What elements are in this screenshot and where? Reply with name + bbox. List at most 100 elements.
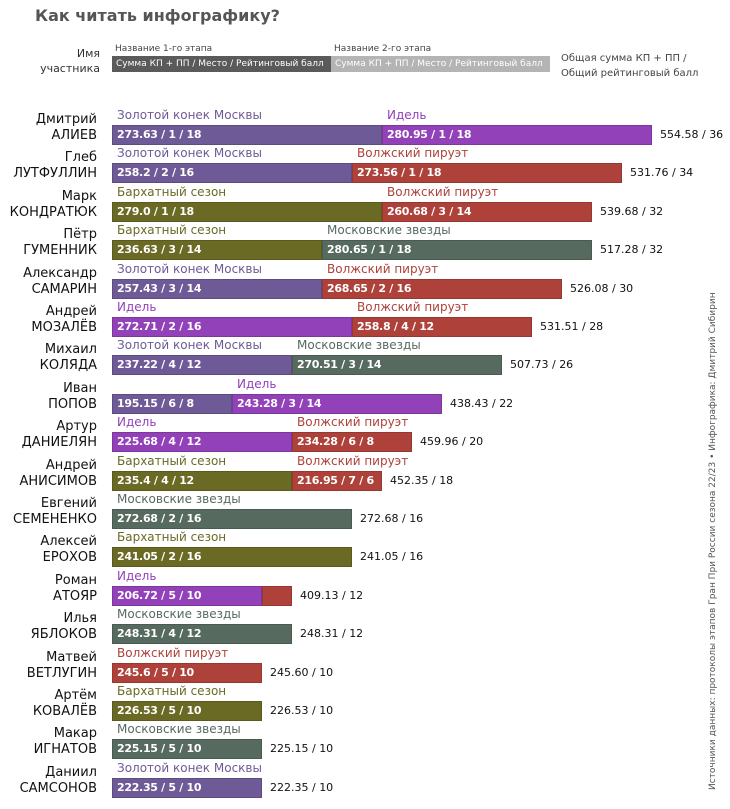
legend-stage2-caption: Название 2-го этапа bbox=[334, 44, 432, 54]
bar-segment bbox=[112, 355, 292, 376]
total-value: 248.31 / 12 bbox=[300, 627, 364, 641]
event-label: Идель bbox=[117, 415, 157, 430]
athlete-first-name: Андрей bbox=[45, 457, 97, 473]
bar-segment bbox=[352, 163, 622, 184]
bar-segment-value: 225.15 / 5 / 10 bbox=[117, 742, 202, 756]
bar-segment-value: 245.6 / 5 / 10 bbox=[117, 665, 194, 679]
bar-segment-value: 272.71 / 2 / 16 bbox=[117, 320, 202, 333]
total-value: 531.51 / 28 bbox=[540, 320, 604, 333]
event-label: Золотой конек Москвы bbox=[117, 261, 262, 276]
event-label: Бархатный сезон bbox=[117, 453, 227, 468]
bar-segment-value: 216.95 / 7 / 6 bbox=[297, 473, 374, 487]
bar-segment-value: 273.56 / 1 / 18 bbox=[357, 166, 442, 180]
legend-stage1-caption: Название 1-го этапа bbox=[115, 44, 213, 54]
bar-segment-value: 241.05 / 2 / 16 bbox=[117, 550, 202, 564]
athlete-last-name: ИГНАТОВ bbox=[33, 742, 97, 758]
athlete-first-name: Михаил bbox=[44, 342, 97, 358]
bar-segment-value: 280.65 / 1 / 18 bbox=[327, 243, 412, 257]
total-value: 459.96 / 20 bbox=[420, 435, 484, 449]
bar-segment bbox=[112, 125, 382, 145]
athlete-last-name: КОНДРАТЮК bbox=[9, 204, 97, 220]
bar-segment-value: 258.8 / 4 / 12 bbox=[357, 320, 434, 333]
event-label: Идель bbox=[117, 300, 157, 314]
event-label: Бархатный сезон bbox=[117, 684, 227, 698]
athlete-last-name: ГУМЕННИК bbox=[23, 243, 97, 259]
bar-segment-value: 280.95 / 1 / 18 bbox=[387, 128, 472, 141]
bar-segment-value: 270.51 / 3 / 14 bbox=[297, 358, 382, 372]
event-label: Московские звезды bbox=[327, 223, 451, 238]
bar-segment-value: 257.43 / 3 / 14 bbox=[117, 281, 202, 295]
event-label: Московские звезды bbox=[297, 338, 421, 353]
event-label: Золотой конек Москвы bbox=[117, 760, 262, 775]
bar-segment bbox=[112, 777, 262, 798]
bar-segment bbox=[322, 240, 592, 261]
bar-segment bbox=[292, 432, 412, 453]
athlete-last-name: ПОПОВ bbox=[48, 396, 97, 412]
page-title: Как читать инфографику? bbox=[35, 6, 280, 25]
bar-segment bbox=[112, 432, 292, 453]
event-label: Золотой конек Москвы bbox=[117, 338, 262, 353]
total-value: 539.68 / 32 bbox=[600, 204, 664, 218]
athlete-first-name: Макар bbox=[53, 726, 97, 742]
athlete-first-name: Илья bbox=[63, 611, 97, 627]
event-label: Золотой конек Москвы bbox=[117, 108, 262, 122]
event-label: Волжский пируэт bbox=[327, 261, 439, 276]
bar-segment-value: 206.72 / 5 / 10 bbox=[117, 588, 202, 602]
event-label: Золотой конек Москвы bbox=[117, 146, 262, 161]
athlete-first-name: Артём bbox=[54, 688, 97, 703]
total-value: 554.58 / 36 bbox=[660, 128, 724, 141]
bar-segment-value: 260.68 / 3 / 14 bbox=[387, 204, 472, 218]
total-value: 409.13 / 12 bbox=[300, 588, 364, 602]
bar-segment-value: 272.68 / 2 / 16 bbox=[117, 512, 202, 525]
bar-segment bbox=[382, 201, 592, 222]
bar-segment-value: 268.65 / 2 / 16 bbox=[327, 281, 412, 295]
bar-segment bbox=[112, 240, 322, 261]
athlete-first-name: Евгений bbox=[40, 496, 97, 511]
athlete-last-name: СЕМЕНЕНКО bbox=[13, 512, 97, 527]
bar-segment bbox=[292, 355, 502, 376]
bar-segment-value: 248.31 / 4 / 12 bbox=[117, 627, 202, 641]
bar-segment bbox=[112, 739, 262, 760]
bar-segment-value: 235.4 / 4 / 12 bbox=[117, 473, 194, 487]
athlete-first-name: Пётр bbox=[63, 227, 97, 243]
bar-segment bbox=[112, 547, 352, 568]
athlete-last-name: АНИСИМОВ bbox=[19, 473, 97, 489]
bar-segment bbox=[112, 509, 352, 529]
total-value: 225.15 / 10 bbox=[270, 742, 334, 756]
event-label: Волжский пируэт bbox=[297, 453, 409, 468]
athlete-first-name: Марк bbox=[61, 188, 97, 204]
bar-segment bbox=[112, 701, 262, 721]
total-value: 245.60 / 10 bbox=[270, 665, 334, 679]
athlete-first-name: Даниил bbox=[45, 764, 97, 780]
event-label: Бархатный сезон bbox=[117, 184, 227, 199]
bar-segment-value: 279.0 / 1 / 18 bbox=[117, 204, 194, 218]
bar-segment bbox=[112, 201, 382, 222]
athlete-first-name: Александр bbox=[23, 265, 97, 281]
athlete-first-name: Дмитрий bbox=[35, 112, 97, 127]
event-label: Московские звезды bbox=[117, 722, 241, 737]
bar-segment-value: 195.15 / 6 / 8 bbox=[117, 396, 194, 410]
athlete-last-name: ВЕТЛУГИН bbox=[26, 665, 97, 681]
total-value: 222.35 / 10 bbox=[270, 780, 334, 794]
athlete-last-name: САМАРИН bbox=[31, 281, 97, 297]
bar-segment bbox=[382, 125, 652, 145]
athlete-first-name: Артур bbox=[56, 419, 97, 435]
athlete-last-name: САМСОНОВ bbox=[19, 780, 97, 796]
event-label: Идель bbox=[237, 376, 277, 391]
total-value: 517.28 / 32 bbox=[600, 243, 664, 257]
event-label: Идель bbox=[387, 108, 427, 122]
athlete-first-name: Алексей bbox=[40, 534, 97, 550]
bar-segment-value: 234.28 / 6 / 8 bbox=[297, 435, 374, 449]
total-value: 438.43 / 22 bbox=[450, 396, 514, 410]
event-label: Волжский пируэт bbox=[297, 415, 409, 430]
bar-segment bbox=[112, 393, 232, 414]
legend-stage2-bar: Сумма КП + ПП / Место / Рейтинговый балл bbox=[331, 56, 550, 72]
event-label: Бархатный сезон bbox=[117, 223, 227, 238]
bar-segment bbox=[112, 624, 292, 645]
event-label: Волжский пируэт bbox=[357, 300, 469, 314]
event-label: Бархатный сезон bbox=[117, 530, 227, 545]
total-value: 507.73 / 26 bbox=[510, 358, 574, 372]
bar-segment-value: 243.28 / 3 / 14 bbox=[237, 396, 322, 410]
event-label: Волжский пируэт bbox=[357, 146, 469, 161]
